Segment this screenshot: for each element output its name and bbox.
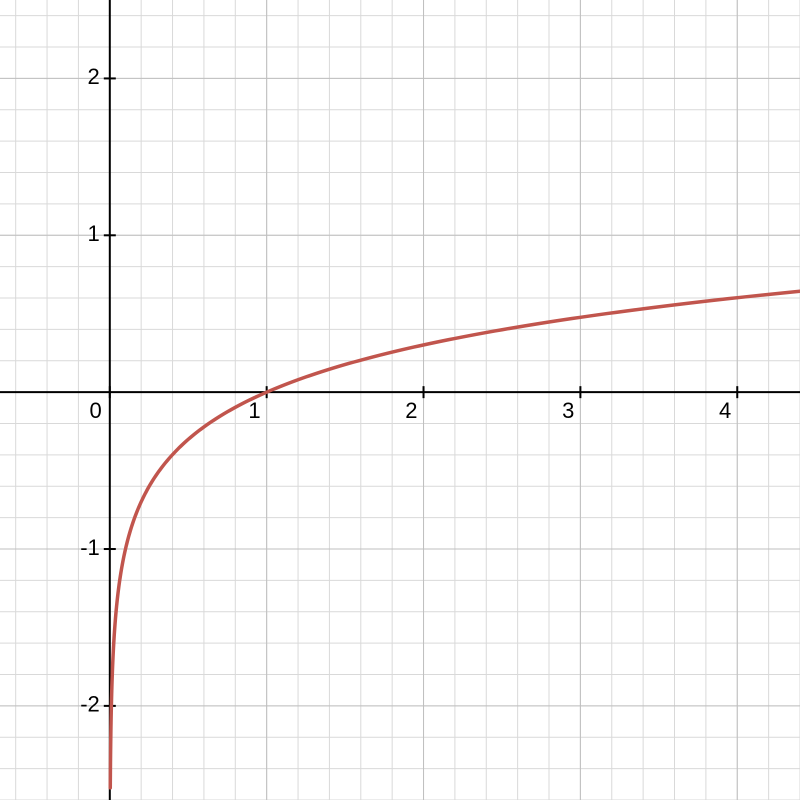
svg-text:2: 2 xyxy=(405,398,417,423)
svg-text:1: 1 xyxy=(248,398,260,423)
svg-text:-2: -2 xyxy=(80,692,100,717)
chart-container: 0 1 2 3 4 2 1 -1 -2 xyxy=(0,0,800,800)
log-chart: 0 1 2 3 4 2 1 -1 -2 xyxy=(0,0,800,800)
svg-text:1: 1 xyxy=(88,221,100,246)
svg-text:4: 4 xyxy=(719,398,731,423)
svg-text:3: 3 xyxy=(562,398,574,423)
svg-text:2: 2 xyxy=(88,64,100,89)
svg-text:-1: -1 xyxy=(80,535,100,560)
svg-text:0: 0 xyxy=(90,398,102,423)
